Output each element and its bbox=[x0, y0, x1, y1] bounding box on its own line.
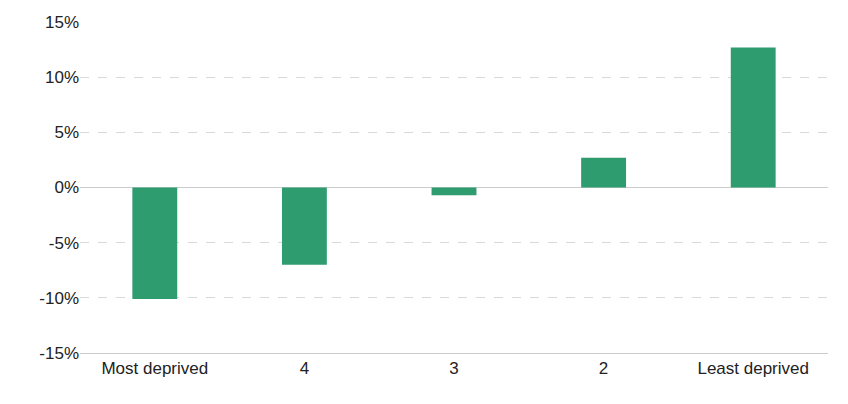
svg-text:Least deprived: Least deprived bbox=[697, 359, 809, 378]
svg-text:4: 4 bbox=[300, 359, 309, 378]
svg-text:0%: 0% bbox=[54, 178, 79, 197]
svg-text:-15%: -15% bbox=[39, 344, 79, 363]
svg-text:-5%: -5% bbox=[49, 234, 79, 253]
svg-text:2: 2 bbox=[599, 359, 608, 378]
svg-text:15%: 15% bbox=[45, 13, 79, 32]
svg-text:3: 3 bbox=[449, 359, 458, 378]
svg-text:5%: 5% bbox=[54, 123, 79, 142]
svg-text:10%: 10% bbox=[45, 68, 79, 87]
svg-text:Most deprived: Most deprived bbox=[101, 359, 208, 378]
svg-text:-10%: -10% bbox=[39, 289, 79, 308]
